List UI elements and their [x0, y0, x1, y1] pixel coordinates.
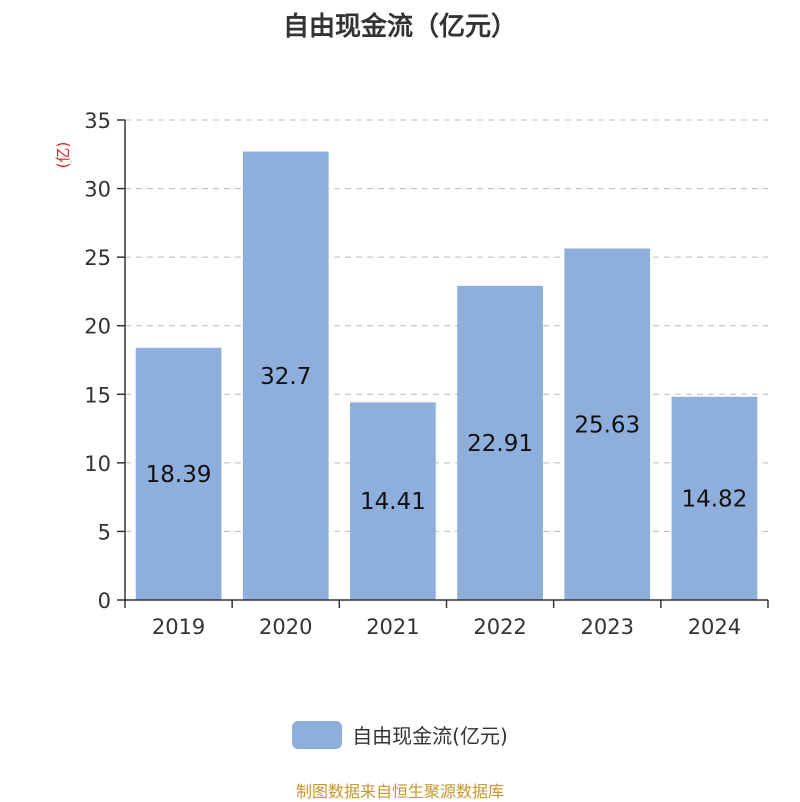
chart-title: 自由现金流（亿元）: [282, 12, 517, 42]
bars: [135, 151, 758, 601]
y-tick-labels: 0 5 10 15 20 25 30 35: [84, 109, 111, 613]
y-tick-label: 35: [84, 109, 111, 133]
bar-2020[interactable]: [242, 151, 329, 601]
bar-value-label: 14.82: [681, 486, 747, 512]
bar-2019[interactable]: [135, 347, 222, 600]
y-tick-label: 5: [98, 520, 111, 544]
x-tick-label: 2019: [152, 615, 205, 639]
bar-value-label: 18.39: [146, 462, 212, 488]
bar-value-label: 22.91: [467, 431, 533, 457]
legend-label: 自由现金流(亿元): [352, 724, 508, 748]
x-tick-label: 2023: [581, 615, 634, 639]
source-footer: 制图数据来自恒生聚源数据库: [295, 782, 504, 801]
bar-2024[interactable]: [671, 396, 758, 600]
y-tick-label: 30: [84, 178, 111, 202]
bar-2021[interactable]: [350, 402, 436, 600]
x-tick-label: 2024: [688, 615, 741, 639]
y-tick-label: 0: [98, 589, 111, 613]
y-tick-label: 25: [84, 246, 111, 270]
y-tick-label: 20: [84, 315, 111, 339]
x-tick-label: 2022: [473, 615, 526, 639]
bar-chart: 18.39 32.7 14.41 22.91 25.63 14.82 0 5 10 15 20 25…: [54, 109, 769, 639]
x-tick-labels: 2019 2020 2021 2022 2023 2024: [152, 615, 741, 639]
legend-swatch: [292, 720, 343, 749]
x-tick-label: 2021: [366, 615, 419, 639]
y-tick-label: 15: [84, 383, 111, 407]
axes: [117, 119, 769, 608]
bar-value-label: 14.41: [360, 489, 426, 515]
y-tick-label: 10: [84, 452, 111, 476]
x-tick-label: 2020: [259, 615, 312, 639]
legend[interactable]: 自由现金流(亿元): [0, 720, 800, 749]
gridlines: [125, 119, 768, 532]
bar-2023[interactable]: [564, 248, 651, 600]
bar-value-label: 32.7: [260, 364, 311, 390]
bar-value-labels: 18.39 32.7 14.41 22.91 25.63 14.82: [146, 364, 748, 515]
bar-value-label: 25.63: [574, 412, 640, 438]
y-axis-label: (亿): [54, 142, 72, 169]
bar-2022[interactable]: [457, 285, 543, 600]
